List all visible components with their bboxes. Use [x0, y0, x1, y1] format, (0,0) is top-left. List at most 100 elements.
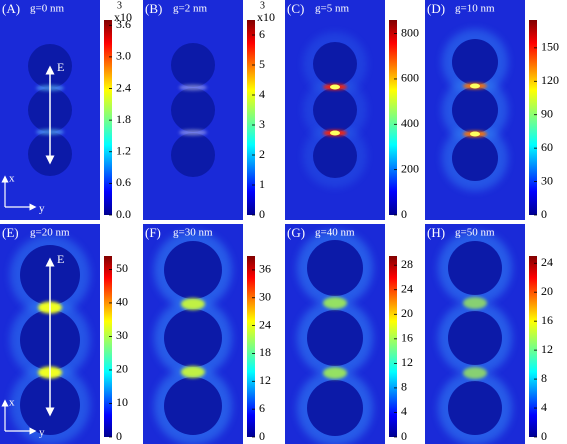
colorbar-tick-label: 16 — [541, 313, 553, 327]
sphere — [164, 377, 222, 435]
sphere — [313, 134, 357, 178]
colorbar-tick-label: 24 — [259, 317, 271, 331]
hot-spot-glow — [323, 367, 347, 379]
panel: 0 30 60 90 120 150 (D) g=10 nm — [425, 0, 559, 221]
gap-label: g=2 nm — [173, 3, 207, 15]
panel: 0 4 8 12 16 20 24 (H) g=50 nm — [425, 224, 553, 444]
hot-spot-glow — [323, 297, 347, 309]
colorbar-tick-label: 12 — [541, 342, 553, 356]
panel-label: (F) — [145, 225, 161, 240]
panel-label: (C) — [287, 1, 304, 16]
colorbar — [247, 20, 255, 215]
colorbar — [104, 20, 112, 215]
colorbar-tick-label: 4 — [401, 404, 407, 418]
colorbar-tick-label: 20 — [116, 362, 128, 376]
colorbar-tick-label: 0 — [259, 207, 265, 221]
axis-x-label: x — [9, 397, 15, 409]
panel: 0 4 8 12 16 20 24 28 (G) g=40 nm — [285, 224, 413, 444]
colorbar-exponent: 3 — [260, 0, 265, 11]
hot-spot-glow — [181, 366, 205, 378]
colorbar-tick-label: 30 — [116, 328, 128, 342]
sphere — [452, 135, 498, 181]
sphere — [313, 88, 357, 132]
gap-label: g=10 nm — [455, 3, 495, 15]
colorbar-tick-label: 600 — [401, 71, 419, 85]
colorbar-tick-label: 6 — [259, 401, 265, 415]
colorbar-tick-label: 20 — [401, 306, 413, 320]
colorbar-tick-label: 1.8 — [116, 112, 131, 126]
colorbar — [104, 256, 112, 437]
colorbar-tick-label: 0.6 — [116, 175, 131, 189]
sphere — [448, 311, 502, 365]
hot-spot — [330, 130, 340, 136]
colorbar — [529, 256, 537, 437]
sphere — [307, 310, 363, 366]
colorbar-multiplier: x10 — [114, 10, 132, 24]
hot-spot-glow — [181, 298, 205, 310]
colorbar-exponent: 3 — [117, 0, 122, 11]
colorbar — [247, 256, 255, 437]
sphere — [307, 380, 363, 436]
colorbar-tick-label: 6 — [259, 27, 265, 41]
gap-label: g=40 nm — [315, 227, 355, 239]
colorbar-tick-label: 60 — [541, 140, 553, 154]
sphere — [171, 88, 215, 132]
panel-label: (D) — [427, 1, 445, 16]
colorbar-multiplier: x10 — [257, 10, 275, 24]
colorbar-tick-label: 24 — [401, 281, 413, 295]
colorbar-tick-label: 0 — [541, 429, 547, 443]
sphere — [448, 381, 502, 435]
hot-spot-glow — [463, 297, 487, 309]
colorbar-tick-label: 0 — [401, 429, 407, 443]
panel-label: (G) — [287, 225, 305, 240]
colorbar-tick-label: 5 — [259, 57, 265, 71]
colorbar-tick-label: 3 — [259, 117, 265, 131]
axis-y-label: y — [39, 203, 45, 215]
panel: 0 10 20 30 40 50 (E) g=20 nm Ex y — [0, 224, 128, 444]
field-label: E — [57, 252, 64, 266]
axis-x-label: x — [9, 173, 15, 185]
colorbar — [389, 256, 397, 437]
colorbar — [389, 20, 397, 215]
field-label: E — [57, 60, 64, 74]
colorbar-tick-label: 16 — [401, 331, 413, 345]
colorbar-tick-label: 30 — [541, 173, 553, 187]
colorbar-tick-label: 24 — [541, 255, 553, 269]
sphere — [164, 309, 222, 367]
colorbar-tick-label: 200 — [401, 161, 419, 175]
panel-label: (A) — [2, 1, 20, 16]
axis-y-label: y — [39, 427, 45, 439]
hot-spot-glow — [463, 367, 487, 379]
panel-label: (E) — [2, 225, 19, 240]
hot-spot-glow — [179, 84, 207, 91]
colorbar-tick-label: 150 — [541, 40, 559, 54]
gap-label: g=30 nm — [173, 227, 213, 239]
gap-label: g=50 nm — [455, 227, 495, 239]
gap-label: g=20 nm — [30, 227, 70, 239]
colorbar — [529, 20, 537, 215]
sphere — [171, 133, 215, 177]
colorbar-tick-label: 120 — [541, 73, 559, 87]
colorbar-tick-label: 28 — [401, 257, 413, 271]
sphere — [313, 42, 357, 86]
colorbar-tick-label: 4 — [541, 400, 547, 414]
colorbar-tick-label: 2 — [259, 147, 265, 161]
colorbar-tick-label: 30 — [259, 290, 271, 304]
colorbar-tick-label: 12 — [259, 373, 271, 387]
colorbar-tick-label: 50 — [116, 261, 128, 275]
colorbar-tick-label: 36 — [259, 262, 271, 276]
colorbar-tick-label: 1 — [259, 177, 265, 191]
sphere — [452, 39, 498, 85]
gap-label: g=0 nm — [30, 3, 64, 15]
panel: 0 200 400 600 800 (C) g=5 nm — [285, 0, 419, 221]
colorbar-tick-label: 0 — [401, 207, 407, 221]
colorbar-tick-label: 12 — [401, 355, 413, 369]
colorbar-tick-label: 8 — [401, 380, 407, 394]
colorbar-tick-label: 8 — [541, 371, 547, 385]
colorbar-tick-label: 90 — [541, 106, 553, 120]
colorbar-tick-label: 18 — [259, 345, 271, 359]
sphere — [164, 241, 222, 299]
hot-spot — [470, 131, 480, 137]
hot-spot — [470, 83, 480, 89]
